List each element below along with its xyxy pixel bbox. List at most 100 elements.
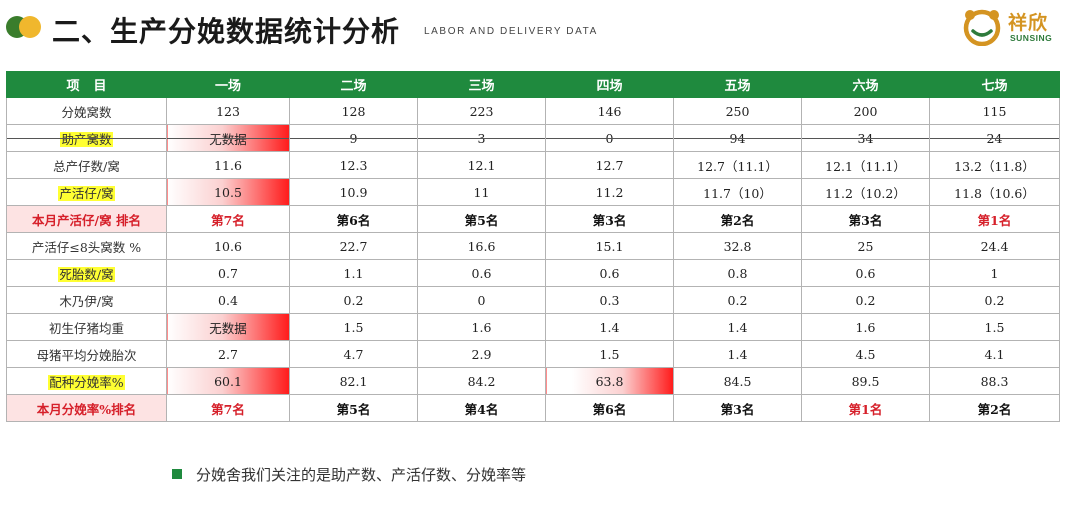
table-cell: 11.6 — [166, 151, 290, 179]
table-cell: 0.8 — [673, 259, 802, 287]
table-cell: 0.6 — [545, 259, 674, 287]
table-cell: 16.6 — [417, 232, 546, 260]
rank-cell: 第3名 — [545, 205, 674, 233]
rank-cell: 第6名 — [545, 394, 674, 422]
table-cell: 10.5 — [166, 178, 290, 206]
rank-cell: 第6名 — [289, 205, 418, 233]
table-cell: 0 — [417, 286, 546, 314]
table-cell: 无数据 — [166, 313, 290, 341]
table-row: 本月分娩率%排名 第7名 第5名 第4名 第6名 第3名 第1名 第2名 — [6, 394, 1060, 422]
rank-cell: 第3名 — [673, 394, 802, 422]
table-cell: 1.6 — [417, 313, 546, 341]
table-cell: 0.7 — [166, 259, 290, 287]
yellow-dot — [19, 16, 41, 38]
table-row: 本月产活仔/窝 排名 第7名 第6名 第5名 第3名 第2名 第3名 第1名 — [6, 205, 1060, 233]
rank-cell: 第7名 — [166, 205, 290, 233]
rank-cell: 第4名 — [417, 394, 546, 422]
table-cell: 1.5 — [545, 340, 674, 368]
logo-mark-icon — [963, 9, 1001, 46]
column-header: 二场 — [289, 71, 418, 98]
table-cell: 1.5 — [929, 313, 1060, 341]
rank-cell: 第1名 — [929, 205, 1060, 233]
table-cell: 2.9 — [417, 340, 546, 368]
table-cell: 0.4 — [166, 286, 290, 314]
cell-value: 无数据 — [209, 131, 247, 147]
table-cell: 12.1 — [417, 151, 546, 179]
table-cell: 11.7（10） — [673, 178, 802, 206]
table-row: 木乃伊/窝 0.4 0.2 0 0.3 0.2 0.2 0.2 — [6, 286, 1060, 314]
strike-line — [930, 138, 1059, 139]
logo-text-cn: 祥欣 — [1008, 12, 1049, 34]
table-cell: 223 — [417, 97, 546, 125]
rank-cell: 第3名 — [801, 205, 930, 233]
table-row: 总产仔数/窝 11.6 12.3 12.1 12.7 12.7（11.1） 12… — [6, 151, 1060, 179]
row-label: 总产仔数/窝 — [6, 151, 167, 179]
table-cell: 0.2 — [929, 286, 1060, 314]
table-row: 分娩窝数 123 128 223 146 250 200 115 — [6, 97, 1060, 125]
row-label: 产活仔/窝 — [6, 178, 167, 206]
table-cell: 1.6 — [801, 313, 930, 341]
table-cell: 4.1 — [929, 340, 1060, 368]
strike-line — [290, 138, 417, 139]
row-label-text: 配种分娩率% — [48, 374, 125, 390]
table-cell: 146 — [545, 97, 674, 125]
table-cell: 12.3 — [289, 151, 418, 179]
table-cell: 250 — [673, 97, 802, 125]
table-cell: 82.1 — [289, 367, 418, 395]
strike-line — [546, 138, 673, 139]
table-cell: 1.4 — [673, 313, 802, 341]
table-row: 产活仔≤8头窝数 % 10.6 22.7 16.6 15.1 32.8 25 2… — [6, 232, 1060, 260]
column-header: 七场 — [929, 71, 1060, 98]
strike-line — [418, 138, 545, 139]
table-row: 助产窝数 无数据 9 3 0 94 34 24 — [6, 124, 1060, 152]
strike-line — [674, 138, 801, 139]
row-label: 产活仔≤8头窝数 % — [6, 232, 167, 260]
table-cell: 3 — [417, 124, 546, 152]
table-cell: 24.4 — [929, 232, 1060, 260]
row-label: 母猪平均分娩胎次 — [6, 340, 167, 368]
column-header: 五场 — [673, 71, 802, 98]
table-cell: 115 — [929, 97, 1060, 125]
table-row: 母猪平均分娩胎次 2.7 4.7 2.9 1.5 1.4 4.5 4.1 — [6, 340, 1060, 368]
table-cell: 2.7 — [166, 340, 290, 368]
table-row: 初生仔猪均重 无数据 1.5 1.6 1.4 1.4 1.6 1.5 — [6, 313, 1060, 341]
strike-line — [7, 138, 166, 139]
table-cell: 22.7 — [289, 232, 418, 260]
table-row: 产活仔/窝 10.5 10.9 11 11.2 11.7（10） 11.2（10… — [6, 178, 1060, 206]
table-cell: 11 — [417, 178, 546, 206]
table-cell: 88.3 — [929, 367, 1060, 395]
corner-label: 项目 — [6, 71, 167, 98]
table-cell: 4.5 — [801, 340, 930, 368]
table-cell: 84.2 — [417, 367, 546, 395]
table-cell: 12.1（11.1） — [801, 151, 930, 179]
row-label: 本月分娩率%排名 — [6, 394, 167, 422]
table-cell: 15.1 — [545, 232, 674, 260]
row-label-text: 产活仔/窝 — [58, 185, 115, 201]
page-title: 二、生产分娩数据统计分析 — [52, 15, 401, 48]
table-cell: 0 — [545, 124, 674, 152]
row-label-text: 助产窝数 — [60, 131, 113, 147]
table-cell: 89.5 — [801, 367, 930, 395]
table-cell: 128 — [289, 97, 418, 125]
row-label: 死胎数/窝 — [6, 259, 167, 287]
table-row: 死胎数/窝 0.7 1.1 0.6 0.6 0.8 0.6 1 — [6, 259, 1060, 287]
table-row: 配种分娩率% 60.1 82.1 84.2 63.8 84.5 89.5 88.… — [6, 367, 1060, 395]
column-header: 四场 — [545, 71, 674, 98]
table-cell: 200 — [801, 97, 930, 125]
table-cell: 12.7（11.1） — [673, 151, 802, 179]
table-cell: 63.8 — [545, 367, 674, 395]
row-label: 分娩窝数 — [6, 97, 167, 125]
table-cell: 4.7 — [289, 340, 418, 368]
table-cell: 94 — [673, 124, 802, 152]
table-header-row: 项目 一场 二场 三场 四场 五场 六场 七场 — [6, 71, 1060, 98]
table-cell: 0.6 — [417, 259, 546, 287]
table-cell: 9 — [289, 124, 418, 152]
row-label: 助产窝数 — [6, 124, 167, 152]
table-cell: 11.2 — [545, 178, 674, 206]
row-label: 本月产活仔/窝 排名 — [6, 205, 167, 233]
table-cell: 24 — [929, 124, 1060, 152]
table-cell: 1.5 — [289, 313, 418, 341]
table-cell: 10.9 — [289, 178, 418, 206]
square-bullet-icon — [172, 469, 182, 479]
table-cell: 13.2（11.8） — [929, 151, 1060, 179]
